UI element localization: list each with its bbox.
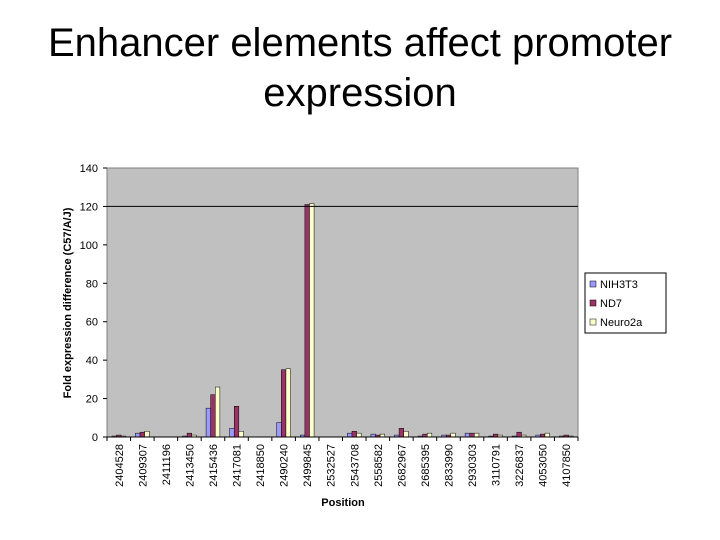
legend-swatch-nd7 [589, 299, 597, 307]
slide-title: Enhancer elements affect promoter expres… [0, 18, 720, 118]
bar-neuro2a [309, 203, 315, 438]
legend-label-neuro2a: Neuro2a [600, 317, 643, 329]
y-tick-label: 0 [92, 432, 98, 444]
y-tick-label: 100 [80, 240, 98, 252]
x-tick-label: 2490240 [279, 444, 291, 487]
legend-swatch-nih3t3 [589, 280, 597, 288]
legend-layer: NIH3T3 ND7 Neuro2a [589, 279, 643, 329]
bar-neuro2a [474, 432, 480, 438]
plot-area [106, 167, 579, 438]
bar-neuro2a [450, 432, 456, 438]
y-tick-label: 40 [86, 355, 98, 367]
bar-neuro2a [356, 432, 362, 438]
bar-nd7 [516, 431, 522, 438]
x-tick-label: 2682967 [396, 444, 408, 487]
x-tick-label: 2543708 [349, 444, 361, 487]
legend-label-nih3t3: NIH3T3 [600, 279, 638, 291]
bar-neuro2a [238, 430, 244, 438]
x-tick-label: 2930303 [467, 444, 479, 487]
slide-title-line-1: Enhancer elements affect promoter [47, 21, 673, 65]
x-tick-label: 2413450 [184, 444, 196, 487]
x-tick-label: 2558582 [373, 444, 385, 487]
y-tick-label: 140 [80, 163, 98, 175]
x-tick-label: 2532527 [326, 444, 338, 487]
legend-box [584, 272, 667, 334]
bar-neuro2a [426, 432, 433, 438]
bar-nih3t3 [347, 432, 353, 438]
bar-nih3t3 [229, 428, 235, 438]
x-tick-label: 2415436 [208, 444, 220, 487]
x-tick-label: 4107850 [561, 444, 573, 487]
bar-nd7 [351, 430, 357, 438]
bar-nd7 [210, 394, 216, 438]
y-axis-title: Fold expression difference (C57/A/J) [62, 207, 74, 398]
x-tick-label: 4053050 [538, 444, 550, 487]
x-tick-label: 3226837 [514, 444, 526, 487]
legend-label-nd7: ND7 [600, 298, 622, 310]
x-tick-label: 2418850 [255, 444, 267, 487]
bar-nd7 [186, 432, 192, 438]
bar-nd7 [398, 428, 404, 438]
bar-neuro2a [215, 386, 221, 438]
bar-neuro2a [544, 432, 550, 438]
bar-neuro2a [285, 368, 291, 438]
bar-nd7 [233, 406, 240, 438]
bar-nd7 [139, 431, 145, 438]
x-tick-label: 2417081 [232, 444, 244, 487]
x-axis-title: Position [321, 497, 365, 509]
x-tick-label: 2404528 [114, 444, 126, 487]
axis-layer: 0 20 40 60 80 100 120 140 2404528 2409307 2411196 2… [80, 163, 579, 487]
bar-nd7 [304, 204, 310, 438]
bar-nd7 [469, 432, 475, 438]
y-tick-label: 20 [86, 394, 98, 406]
bar-nd7 [281, 369, 287, 438]
x-tick-label: 2833990 [443, 444, 455, 487]
x-tick-label: 2411196 [161, 444, 173, 485]
bar-neuro2a [144, 430, 150, 438]
x-tick-label: 2409307 [137, 444, 149, 487]
bar-neuro2a [403, 430, 409, 438]
slide-title-line-2: expression [263, 71, 457, 115]
y-tick-label: 120 [80, 201, 98, 213]
legend-swatch-neuro2a [589, 318, 597, 326]
y-tick-label: 80 [86, 278, 98, 290]
bar-nih3t3 [464, 432, 470, 438]
bar-nih3t3 [205, 407, 211, 438]
y-tick-label: 60 [86, 317, 98, 329]
bar-nih3t3 [276, 422, 282, 438]
x-tick-label: 3110791 [491, 444, 503, 486]
x-tick-label: 2685395 [420, 444, 432, 487]
x-tick-label: 2499845 [302, 444, 314, 487]
bar-nih3t3 [135, 432, 141, 438]
